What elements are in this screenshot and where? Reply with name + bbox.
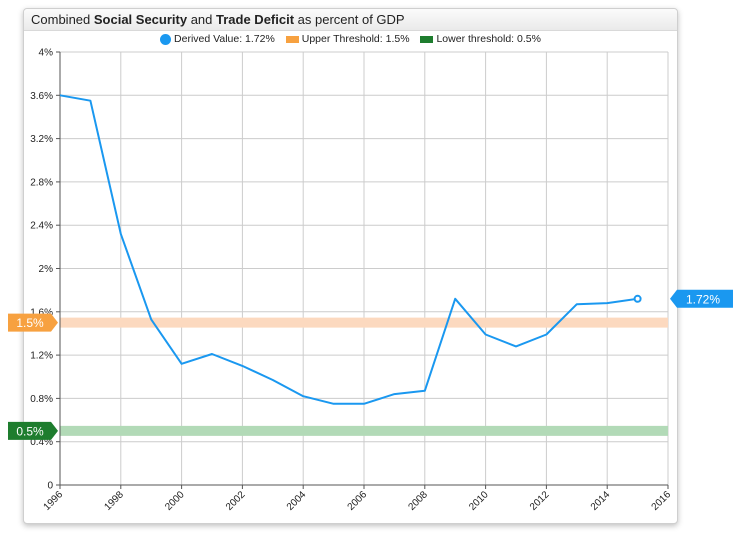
y-tick-label: 1.6% — [30, 307, 53, 318]
x-tick-label: 1996 — [42, 489, 66, 513]
legend-item-upper-threshold[interactable]: Upper Threshold: 1.5% — [285, 33, 410, 46]
threshold-tag-lower — [8, 421, 58, 440]
y-tick-label: 0.8% — [30, 394, 53, 405]
x-tick-label: 2000 — [163, 489, 187, 513]
x-tick-label: 2002 — [224, 489, 248, 513]
threshold-tag-upper — [8, 313, 58, 332]
threshold-band-lower — [60, 425, 668, 436]
legend-dot-icon — [160, 33, 172, 45]
title-suffix: as percent of GDP — [294, 12, 405, 27]
x-tick-label: 2006 — [346, 489, 370, 513]
end-value-tag-label: 1.72% — [686, 292, 720, 306]
legend-label-upper-threshold: Upper Threshold: 1.5% — [301, 33, 410, 46]
y-tick-label: 2.4% — [30, 221, 53, 232]
title-mid: and — [187, 12, 217, 27]
chart-title: Combined Social Security and Trade Defic… — [24, 9, 677, 31]
x-tick-label: 2016 — [650, 489, 674, 513]
y-tick-label: 2.8% — [30, 177, 53, 188]
legend-item-derived-value[interactable]: Derived Value: 1.72% — [160, 33, 275, 45]
y-tick-label: 4% — [39, 48, 54, 59]
legend-item-lower-threshold[interactable]: Lower threshold: 0.5% — [420, 33, 541, 46]
x-tick-label: 2004 — [285, 489, 309, 513]
y-tick-label: 3.2% — [30, 134, 53, 145]
chart-legend: Derived Value: 1.72% Upper Threshold: 1.… — [24, 33, 677, 49]
legend-bar-icon — [420, 35, 434, 43]
y-tick-label: 0.4% — [30, 437, 53, 448]
legend-bar-icon — [285, 35, 299, 43]
x-tick-label: 2008 — [406, 489, 430, 513]
legend-label-lower-threshold: Lower threshold: 0.5% — [436, 33, 541, 46]
y-tick-label: 3.6% — [30, 91, 53, 102]
x-tick-label: 2010 — [467, 489, 491, 513]
y-tick-label: 2% — [39, 264, 54, 275]
threshold-tag-label-upper: 1.5% — [16, 316, 44, 330]
threshold-band-upper — [60, 317, 668, 328]
series-end-point — [633, 294, 642, 303]
y-tick-label: 0 — [47, 481, 53, 492]
title-bold-trade-deficit: Trade Deficit — [216, 12, 295, 27]
series-line-derived-value — [59, 94, 638, 405]
threshold-tag-label-lower: 0.5% — [16, 424, 44, 438]
x-tick-label: 2014 — [589, 489, 613, 513]
title-bold-social-security: Social Security — [93, 12, 188, 27]
end-value-tag — [670, 289, 733, 308]
x-tick-label: 2012 — [528, 489, 552, 513]
legend-label-derived-value: Derived Value: 1.72% — [174, 33, 275, 46]
title-prefix: Combined — [31, 12, 94, 27]
x-tick-label: 1998 — [102, 489, 126, 513]
y-tick-label: 1.2% — [30, 351, 53, 362]
